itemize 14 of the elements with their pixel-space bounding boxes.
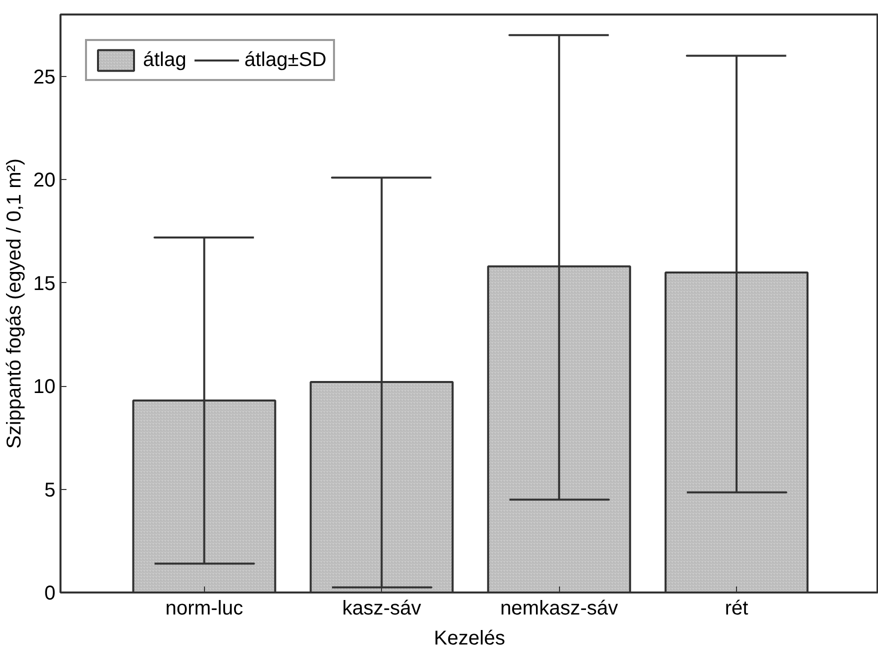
legend-label: átlag [143, 48, 186, 72]
y-tick-label: 20 [33, 170, 56, 192]
x-tick-label: norm-luc [165, 598, 244, 620]
y-axis-title: Szippantó fogás (egyed / 0,1 m²) [3, 158, 26, 449]
x-tick-label: nemkasz-sáv [500, 598, 618, 620]
y-tick-label: 5 [44, 479, 56, 502]
y-tick-label: 0 [44, 582, 56, 604]
x-axis-title: Kezelés [434, 628, 506, 650]
y-tick-label: 10 [33, 376, 56, 398]
y-tick-label: 25 [33, 66, 56, 88]
x-tick-label: kasz-sáv [342, 598, 422, 620]
y-tick-label: 15 [33, 272, 56, 295]
annotation: átlag±SD [244, 48, 327, 72]
x-tick-label: rét [724, 598, 749, 620]
